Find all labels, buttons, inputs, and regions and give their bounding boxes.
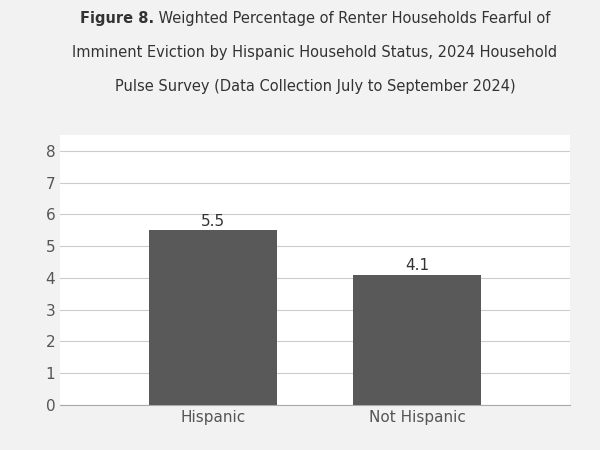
Text: Pulse Survey (Data Collection July to September 2024): Pulse Survey (Data Collection July to Se… xyxy=(115,79,515,94)
Bar xyxy=(353,275,481,405)
Bar xyxy=(149,230,277,405)
Text: Weighted Percentage of Renter Households Fearful of: Weighted Percentage of Renter Households… xyxy=(154,11,550,26)
Text: 4.1: 4.1 xyxy=(405,258,429,273)
Text: Imminent Eviction by Hispanic Household Status, 2024 Household: Imminent Eviction by Hispanic Household … xyxy=(73,45,557,60)
Text: Figure 8.: Figure 8. xyxy=(80,11,154,26)
Text: 5.5: 5.5 xyxy=(201,214,225,229)
